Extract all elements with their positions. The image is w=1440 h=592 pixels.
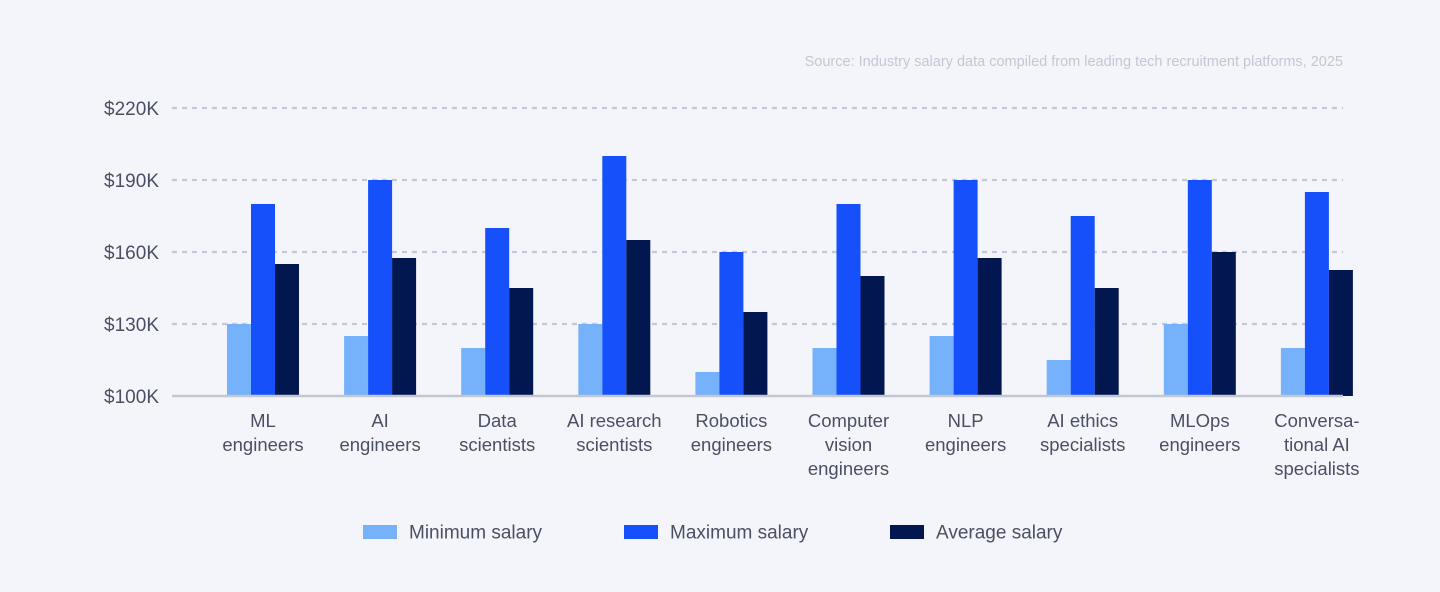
y-axis-tick-labels: $100K $130K $160K $190K $220K (104, 99, 159, 408)
x-tick-label: Conversa-tional AI specialists (1274, 410, 1359, 479)
bar-maximum-salary (836, 204, 861, 396)
x-tick-label-line: ML (250, 410, 276, 431)
x-tick-label-line: Data (478, 410, 518, 431)
bar-maximum-salary (1070, 216, 1095, 396)
legend: Minimum salary Maximum salary Average sala… (363, 523, 1063, 544)
x-tick-label-line: engineers (691, 434, 772, 455)
legend-swatch (363, 525, 397, 539)
bar-minimum-salary (1163, 324, 1188, 396)
x-tick-label-line: engineers (1159, 434, 1240, 455)
bar-minimum-salary (1280, 348, 1305, 396)
x-tick-label-line: engineers (808, 458, 889, 479)
x-tick-label: Robotics engineers (691, 410, 772, 455)
bar-maximum-salary (368, 180, 393, 396)
y-tick-label: $100K (104, 387, 159, 408)
bar-minimum-salary (227, 324, 251, 396)
bar-average-salary (1094, 288, 1119, 396)
x-tick-label-line: engineers (222, 434, 303, 455)
x-tick-label-line: specialists (1274, 458, 1359, 479)
y-tick-label: $220K (104, 99, 159, 120)
x-tick-label-line: MLOps (1170, 410, 1230, 431)
legend-item-maximum-salary: Maximum salary (624, 523, 809, 544)
bar-average-salary (392, 258, 417, 396)
x-tick-label-line: AI research (567, 410, 662, 431)
bar-minimum-salary (695, 372, 720, 396)
bar-minimum-salary (812, 348, 837, 396)
bar-minimum-salary (461, 348, 486, 396)
x-tick-label-line: AI ethics (1047, 410, 1118, 431)
bar-average-salary (1211, 252, 1236, 396)
x-tick-label-line: engineers (925, 434, 1006, 455)
legend-item-minimum-salary: Minimum salary (363, 523, 543, 544)
x-tick-label-line: specialists (1040, 434, 1125, 455)
x-tick-label-line: scientists (459, 434, 535, 455)
grid-lines (172, 106, 1343, 326)
bar-minimum-salary (344, 336, 369, 396)
bar-maximum-salary (719, 252, 744, 396)
bar-minimum-salary (1046, 360, 1071, 396)
x-tick-label-line: engineers (339, 434, 420, 455)
x-tick-label: NLP engineers (925, 410, 1006, 455)
source-note: Source: Industry salary data compiled fr… (805, 54, 1343, 70)
bar-maximum-salary (602, 156, 627, 396)
bar-average-salary (1328, 270, 1353, 396)
x-tick-label: AI research scientists (567, 410, 662, 455)
bar-minimum-salary (578, 324, 603, 396)
y-tick-label: $160K (104, 243, 159, 264)
legend-label: Maximum salary (670, 523, 809, 544)
legend-label: Average salary (936, 523, 1063, 544)
x-tick-label-line: NLP (948, 410, 984, 431)
bar-average-salary (743, 312, 768, 396)
x-tick-label: Computer vision engineers (808, 410, 889, 479)
bar-maximum-salary (485, 228, 510, 396)
bar-average-salary (275, 264, 299, 396)
bar-maximum-salary (251, 204, 275, 396)
x-tick-label-line: Robotics (695, 410, 767, 431)
x-tick-label: MLOps engineers (1159, 410, 1240, 455)
bar-average-salary (626, 240, 651, 396)
x-tick-label-line: Conversa- (1274, 410, 1359, 431)
bar-average-salary (977, 258, 1002, 396)
x-tick-label: Data scientists (459, 410, 535, 455)
x-tick-label-line: scientists (576, 434, 652, 455)
bar-maximum-salary (1304, 192, 1329, 396)
legend-label: Minimum salary (409, 523, 543, 544)
bar-average-salary (860, 276, 885, 396)
x-tick-label-line: vision (825, 434, 872, 455)
bar-average-salary (509, 288, 534, 396)
bar-maximum-salary (1187, 180, 1212, 396)
bar-maximum-salary (953, 180, 978, 396)
legend-swatch (890, 525, 924, 539)
y-tick-label: $130K (104, 315, 159, 336)
x-tick-label: ML engineers (222, 410, 303, 455)
legend-swatch (624, 525, 658, 539)
y-tick-label: $190K (104, 171, 159, 192)
bar-minimum-salary (929, 336, 954, 396)
bars (227, 156, 1353, 396)
x-tick-label-line: AI (371, 410, 388, 431)
legend-item-average-salary: Average salary (890, 523, 1063, 544)
x-tick-label-line: Computer (808, 410, 889, 431)
x-tick-label: AI engineers (339, 410, 420, 455)
x-tick-label-line: tional AI (1284, 434, 1350, 455)
x-tick-label: AI ethics specialists (1040, 410, 1125, 455)
